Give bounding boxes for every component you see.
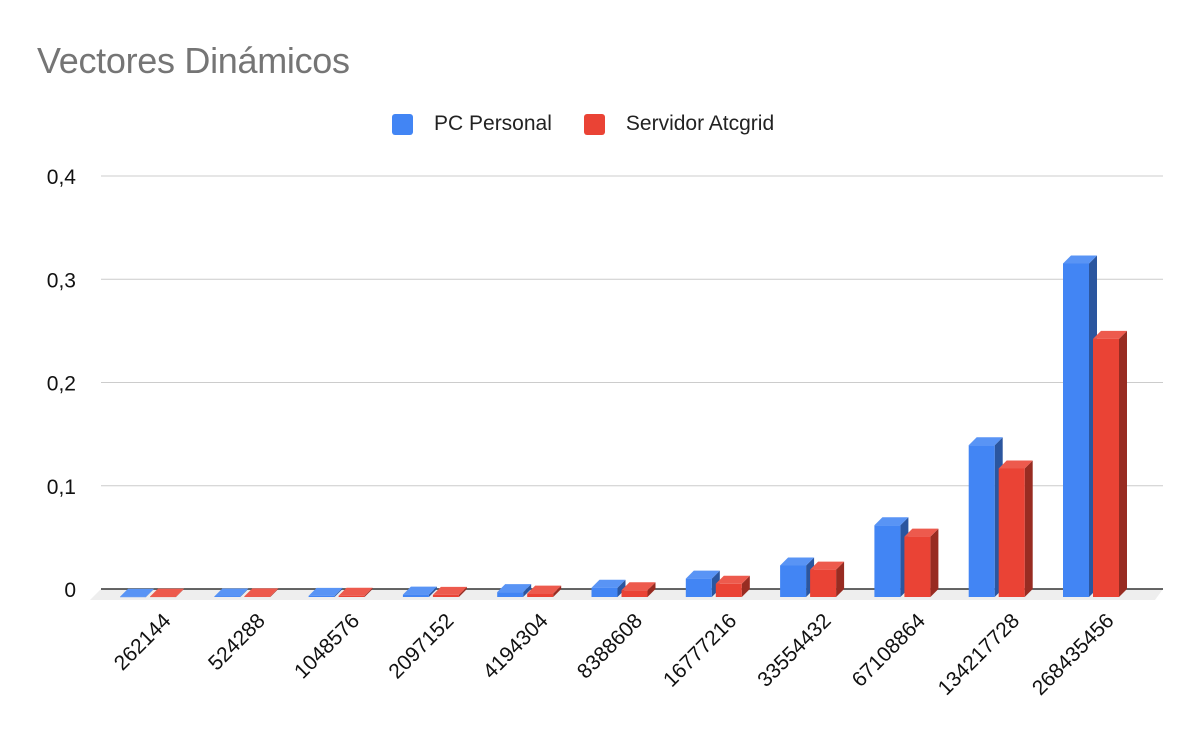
bar-pc-personal [1063, 255, 1097, 597]
bar-pc-personal [685, 570, 720, 597]
y-tick-label: 0,3 [47, 269, 76, 292]
bar-pc-personal [308, 587, 343, 597]
x-tick-label: 524288 [204, 609, 270, 675]
bar-servidor-atcgrid [810, 561, 845, 597]
legend-item-pc-personal[interactable]: PC Personal [392, 112, 552, 136]
x-tick-label: 2097152 [384, 609, 458, 683]
x-tick-label: 67108864 [848, 609, 931, 692]
legend-item-servidor-atcgrid[interactable]: Servidor Atcgrid [583, 112, 775, 136]
x-tick-label: 268435456 [1028, 609, 1119, 700]
x-tick-label: 1048576 [290, 609, 364, 683]
legend: PC Personal Servidor Atcgrid [392, 112, 806, 136]
x-tick-label: 4194304 [479, 609, 553, 683]
y-tick-label: 0,1 [47, 476, 76, 499]
bar-servidor-atcgrid [715, 575, 750, 597]
bar-servidor-atcgrid [150, 588, 184, 598]
bar-pc-personal [120, 588, 154, 598]
bar-servidor-atcgrid [527, 585, 562, 597]
y-tick-label: 0,4 [47, 166, 77, 189]
y-tick-label: 0,2 [47, 373, 76, 396]
bar-servidor-atcgrid [244, 588, 279, 597]
bar-pc-personal [402, 586, 437, 597]
x-tick-label: 16777216 [659, 609, 741, 691]
x-tick-label: 8388608 [573, 609, 647, 683]
legend-swatch-servidor-atcgrid [583, 113, 605, 135]
x-tick-label: 33554432 [753, 609, 835, 691]
bar-pc-personal [214, 588, 249, 597]
bar-pc-personal [780, 557, 815, 597]
bar-pc-personal [497, 584, 532, 597]
chart-title: Vectores Dinámicos [37, 40, 350, 81]
legend-label-servidor-atcgrid: Servidor Atcgrid [625, 112, 775, 135]
bar-pc-personal [874, 517, 909, 597]
legend-swatch-pc-personal [392, 113, 413, 135]
bar-servidor-atcgrid [621, 582, 656, 597]
bar-servidor-atcgrid [904, 528, 939, 597]
legend-label-pc-personal: PC Personal [434, 112, 552, 135]
bar-servidor-atcgrid [1093, 330, 1127, 597]
bar-servidor-atcgrid [432, 586, 467, 597]
y-tick-label: 0 [64, 579, 76, 602]
bar-pc-personal [591, 579, 626, 597]
x-tick-label: 262144 [110, 609, 176, 675]
bar-servidor-atcgrid [338, 587, 373, 597]
x-tick-label: 134217728 [934, 609, 1025, 700]
bar-servidor-atcgrid [998, 460, 1033, 597]
bar-pc-personal [968, 437, 1003, 597]
